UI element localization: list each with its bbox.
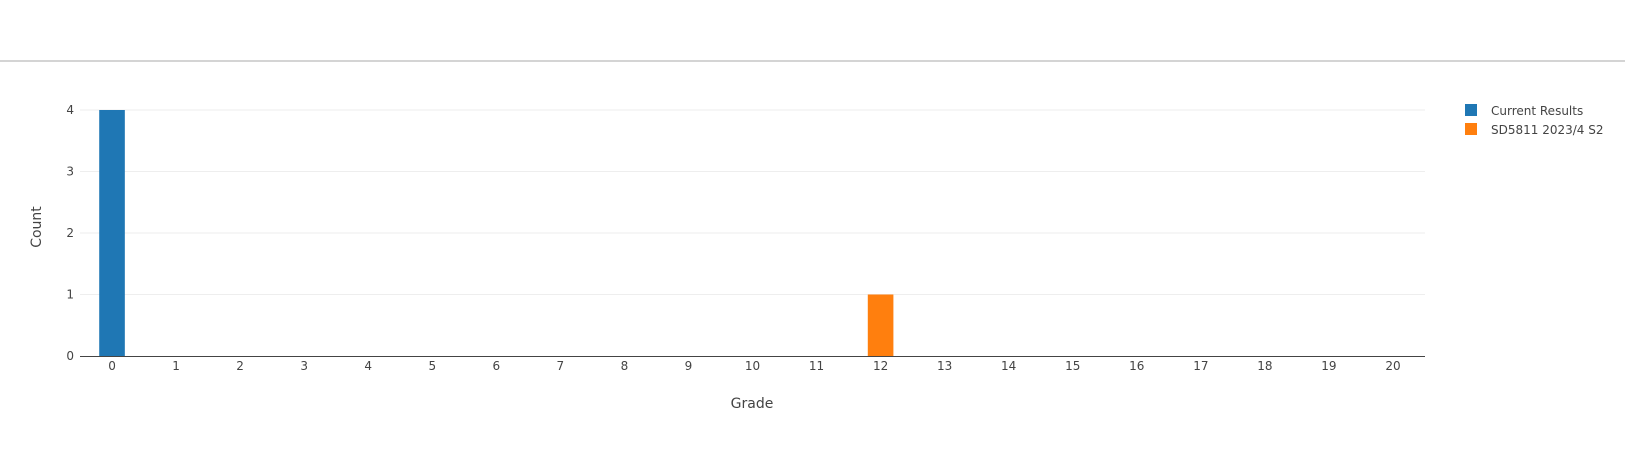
x-tick-label: 10 <box>745 359 760 373</box>
legend[interactable]: Current Results SD5811 2023/4 S2 <box>1465 104 1604 137</box>
x-tick-label: 0 <box>108 359 116 373</box>
y-tick-label: 2 <box>66 226 74 240</box>
x-tick-label: 5 <box>428 359 436 373</box>
x-tick-label: 11 <box>809 359 824 373</box>
x-tick-label: 14 <box>1001 359 1016 373</box>
x-tick-label: 19 <box>1321 359 1336 373</box>
legend-label-sd5811: SD5811 2023/4 S2 <box>1491 123 1604 137</box>
x-tick-label: 3 <box>300 359 308 373</box>
x-tick-label: 17 <box>1193 359 1208 373</box>
grid-lines <box>80 109 1425 295</box>
y-tick-label: 0 <box>66 349 74 363</box>
y-axis-title: Count <box>29 206 45 248</box>
y-tick-label: 1 <box>66 288 74 302</box>
x-tick-label: 9 <box>685 359 693 373</box>
x-tick-label: 4 <box>364 359 372 373</box>
legend-item-current-results[interactable]: Current Results <box>1465 104 1583 118</box>
x-tick-labels: 0 1 2 3 4 5 6 7 8 9 10 11 12 13 14 15 16 17 18 19 20 <box>108 359 1400 373</box>
x-tick-label: 12 <box>873 359 888 373</box>
y-tick-labels: 0 1 2 3 4 <box>66 103 74 363</box>
x-tick-label: 18 <box>1257 359 1272 373</box>
x-tick-label: 6 <box>492 359 500 373</box>
x-axis-title: Grade <box>731 396 774 412</box>
x-tick-label: 8 <box>621 359 629 373</box>
legend-label-current-results: Current Results <box>1491 104 1583 118</box>
x-tick-label: 16 <box>1129 359 1144 373</box>
bars <box>99 110 894 357</box>
x-tick-label: 20 <box>1385 359 1400 373</box>
x-tick-label: 15 <box>1065 359 1080 373</box>
legend-swatch-current-results <box>1465 104 1477 116</box>
x-tick-label: 2 <box>236 359 244 373</box>
x-tick-label: 7 <box>557 359 565 373</box>
x-tick-label: 1 <box>172 359 180 373</box>
bar-sd5811-grade-12[interactable] <box>867 294 894 357</box>
top-toolbar-area <box>0 0 1625 62</box>
legend-item-sd5811[interactable]: SD5811 2023/4 S2 <box>1465 123 1604 137</box>
bar-current-results-grade-0[interactable] <box>99 110 125 356</box>
legend-swatch-sd5811 <box>1465 123 1477 135</box>
x-tick-label: 13 <box>937 359 952 373</box>
y-tick-label: 4 <box>66 103 74 117</box>
y-tick-label: 3 <box>66 165 74 179</box>
